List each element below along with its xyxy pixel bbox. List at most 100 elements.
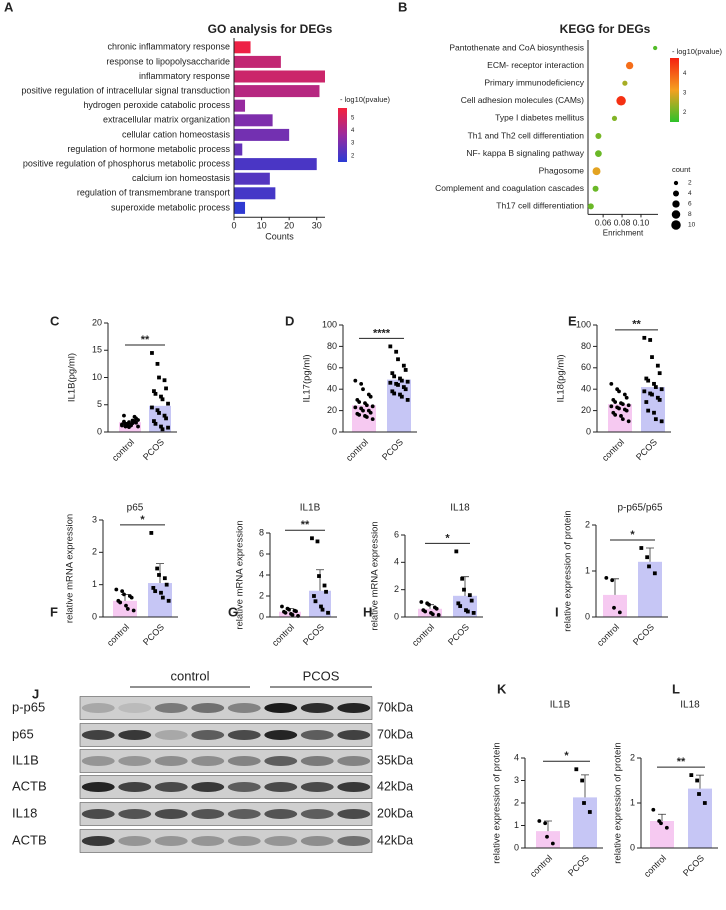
data-point xyxy=(157,573,161,577)
data-point xyxy=(152,389,156,394)
data-point xyxy=(619,414,623,418)
data-point xyxy=(405,379,410,384)
y-tick-label: 2 xyxy=(92,547,97,557)
blot-band xyxy=(337,730,371,740)
data-point xyxy=(652,410,656,415)
category-label: superoxide metabolic process xyxy=(111,202,231,212)
blot-band xyxy=(81,756,115,766)
x-tick-label: 30 xyxy=(312,221,322,231)
data-point xyxy=(125,607,130,611)
x-axis-label: Enrichment xyxy=(603,229,644,238)
blot-band xyxy=(118,836,152,846)
x-tick-label: 0.10 xyxy=(633,218,650,228)
data-point xyxy=(648,338,653,342)
data-point xyxy=(613,400,618,404)
x-tick-label: control xyxy=(270,622,296,648)
colorbar-tick-label: 5 xyxy=(351,116,355,122)
data-point xyxy=(537,819,542,823)
error-bar xyxy=(646,547,654,562)
bar xyxy=(573,797,597,848)
data-point xyxy=(653,385,658,389)
data-point xyxy=(646,408,651,413)
blot-strip xyxy=(79,802,373,826)
y-tick-label: 0 xyxy=(332,426,337,436)
blot-strip xyxy=(79,723,373,747)
x-tick-label: 0.08 xyxy=(614,218,631,228)
data-point xyxy=(283,610,288,615)
blot-band xyxy=(300,836,334,846)
significance-label: * xyxy=(630,529,635,541)
data-point xyxy=(123,421,128,426)
y-tick-label: 0 xyxy=(514,842,519,852)
significance-label: * xyxy=(445,532,450,544)
data-point xyxy=(159,394,163,399)
bar xyxy=(113,600,137,617)
bar xyxy=(234,172,270,185)
data-point xyxy=(317,574,321,578)
data-point xyxy=(620,402,625,407)
data-point xyxy=(120,589,125,594)
data-point xyxy=(155,566,160,571)
data-point xyxy=(390,389,395,394)
y-tick-label: 1 xyxy=(585,565,590,575)
data-point xyxy=(152,419,156,423)
x-tick-label: control xyxy=(528,853,554,879)
blot-band xyxy=(81,703,115,713)
y-tick-label: 40 xyxy=(327,384,337,394)
data-point xyxy=(545,834,549,839)
x-axis-label: Counts xyxy=(265,232,294,242)
data-point xyxy=(697,792,701,796)
data-point xyxy=(587,810,592,814)
blot-band xyxy=(264,809,298,819)
data-point xyxy=(370,417,375,422)
data-point xyxy=(320,607,325,612)
blot-band xyxy=(81,782,115,792)
row-label: ACTB xyxy=(12,778,47,793)
data-point xyxy=(136,418,140,422)
data-point xyxy=(368,410,373,415)
data-point xyxy=(664,825,669,830)
category-label: extracellular matrix organization xyxy=(103,115,230,125)
y-tick-label: 0 xyxy=(259,611,264,621)
significance-label: ** xyxy=(301,519,310,531)
y-tick-label: 20 xyxy=(581,405,591,415)
chart-title: IL18 xyxy=(680,700,700,711)
blot-band xyxy=(227,703,261,713)
y-tick-label: 0 xyxy=(97,426,102,436)
category-label: Th1 and Th2 cell differentiation xyxy=(468,130,585,140)
significance-label: ** xyxy=(141,334,150,346)
row-label: p-p65 xyxy=(12,699,45,714)
blot-band xyxy=(154,836,188,846)
data-point xyxy=(357,400,362,404)
blot-band xyxy=(337,836,371,846)
data-point xyxy=(129,595,134,600)
y-axis-label: relative mRNA expression xyxy=(65,514,76,623)
colorbar-tick-label: 2 xyxy=(351,153,355,159)
blot-band xyxy=(81,836,115,846)
chart-title: IL18 xyxy=(450,503,470,514)
data-point xyxy=(655,395,660,400)
y-tick-label: 1 xyxy=(630,797,635,807)
error-bar xyxy=(696,774,704,789)
data-point xyxy=(689,773,694,777)
data-point xyxy=(160,397,165,402)
data-point xyxy=(430,612,435,617)
row-size: 42kDa xyxy=(377,779,413,793)
dot xyxy=(592,167,601,176)
data-point xyxy=(166,401,170,406)
blot-band xyxy=(191,756,225,766)
data-point xyxy=(655,363,660,368)
category-label: Cell adhesion molecules (CAMs) xyxy=(461,95,584,105)
y-axis-label: relative expression of protein xyxy=(492,742,503,863)
data-point xyxy=(287,607,291,612)
data-point xyxy=(624,395,629,400)
data-point xyxy=(164,416,168,421)
data-point xyxy=(164,582,169,587)
data-point xyxy=(150,405,154,410)
blot-band xyxy=(337,809,371,819)
y-tick-label: 6 xyxy=(259,548,264,558)
data-point xyxy=(462,587,466,592)
data-point xyxy=(392,374,397,379)
blot-band xyxy=(337,782,371,792)
blot-band xyxy=(300,782,334,792)
